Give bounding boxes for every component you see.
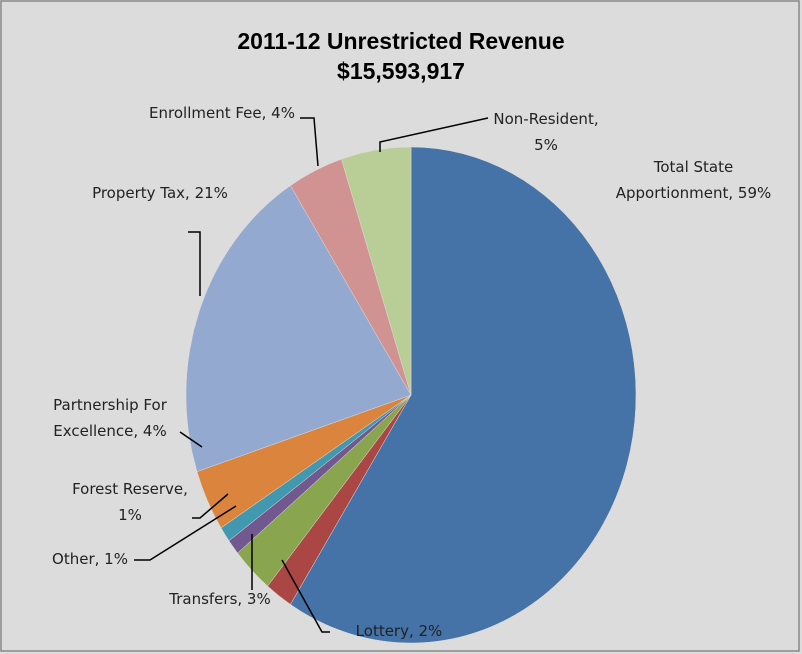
data-label: Non-Resident, 5%	[493, 110, 599, 154]
leader-line	[300, 117, 319, 167]
data-label: Other, 1%	[52, 550, 128, 568]
leader-line	[188, 231, 201, 296]
data-label: Property Tax, 21%	[92, 184, 228, 202]
leader-lines	[134, 117, 489, 633]
leader-line	[192, 493, 229, 519]
data-label: Enrollment Fee, 4%	[149, 104, 295, 122]
chart-title: 2011-12 Unrestricted Revenue	[237, 28, 565, 54]
leader-line	[134, 505, 237, 561]
chart-subtitle: $15,593,917	[337, 58, 465, 84]
leader-line	[179, 431, 203, 448]
data-label: Lottery, 2%	[355, 622, 443, 640]
data-label: Partnership For Excellence, 4%	[53, 396, 167, 440]
slice	[290, 146, 637, 644]
slice	[185, 185, 412, 472]
leader-line	[281, 559, 330, 633]
data-label: Transfers, 3%	[169, 590, 271, 608]
slice	[341, 146, 412, 396]
data-label: Total State Apportionment, 59%	[615, 158, 772, 202]
data-label: Forest Reserve, 1%	[72, 480, 188, 524]
slices	[185, 146, 637, 644]
leader-line	[379, 117, 489, 152]
